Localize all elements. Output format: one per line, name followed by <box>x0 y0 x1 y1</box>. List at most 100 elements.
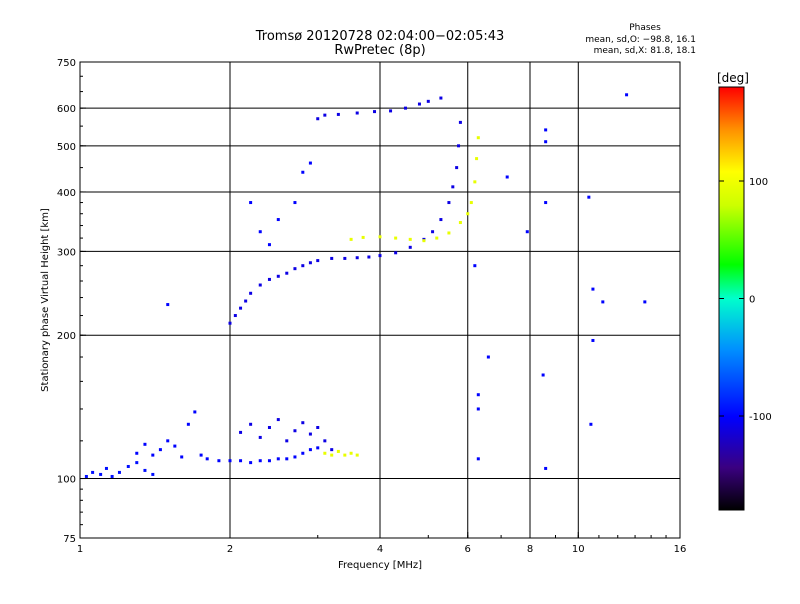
data-point <box>505 175 509 179</box>
data-point <box>308 261 312 265</box>
data-point <box>378 254 382 258</box>
data-point <box>301 451 305 455</box>
data-point <box>355 453 359 457</box>
x-tick-label: 10 <box>572 544 585 555</box>
data-point <box>544 466 548 470</box>
data-point <box>316 117 320 121</box>
data-point <box>267 243 271 247</box>
data-point <box>258 435 262 439</box>
data-point <box>249 422 253 426</box>
data-point <box>457 144 461 148</box>
data-point <box>293 429 297 433</box>
data-point <box>158 448 162 452</box>
data-point <box>135 461 139 465</box>
phases-line-o: mean, sd,O: −98.8, 16.1 <box>585 35 696 45</box>
data-point <box>439 218 443 222</box>
y-tick-label: 400 <box>57 188 76 199</box>
data-point <box>451 185 455 189</box>
data-point <box>330 453 334 457</box>
data-point <box>323 113 327 117</box>
data-point <box>323 439 327 443</box>
data-point <box>373 110 377 114</box>
y-tick-label: 200 <box>57 331 76 342</box>
data-point <box>104 466 108 470</box>
phases-title: Phases <box>629 23 661 33</box>
axis-ticks: 1 2 4 6 8 10 16 75 100 200 300 400 500 600 750 <box>57 58 686 555</box>
data-point <box>367 255 371 259</box>
data-point <box>285 271 289 275</box>
data-point <box>591 338 595 342</box>
data-point <box>330 448 334 452</box>
y-tick-label: 300 <box>57 247 76 258</box>
data-point <box>330 256 334 260</box>
colorbar-tick-label: 100 <box>749 177 768 188</box>
data-point <box>486 355 490 359</box>
data-point <box>625 93 629 97</box>
data-point <box>476 136 480 140</box>
data-point <box>422 239 426 243</box>
data-point <box>308 432 312 436</box>
data-point <box>447 231 451 235</box>
data-point <box>285 457 289 461</box>
data-point <box>166 439 170 443</box>
data-point <box>544 140 548 144</box>
data-point <box>239 459 243 463</box>
data-point <box>349 237 353 241</box>
data-point <box>276 274 280 278</box>
data-point <box>643 300 647 304</box>
data-point <box>439 96 443 100</box>
y-tick-label: 75 <box>63 534 76 545</box>
y-tick-label: 600 <box>57 104 76 115</box>
data-point <box>151 472 155 476</box>
data-point <box>473 180 477 184</box>
x-tick-label: 8 <box>527 544 533 555</box>
data-point <box>166 303 170 307</box>
data-point <box>403 106 407 110</box>
data-point <box>267 459 271 463</box>
data-point <box>435 236 439 240</box>
x-tick-label: 1 <box>77 544 83 555</box>
x-tick-label: 16 <box>674 544 687 555</box>
chart-title: Tromsø 20120728 02:04:00−02:05:43 <box>255 29 505 44</box>
data-point <box>389 109 393 113</box>
data-point <box>143 468 147 472</box>
data-point <box>258 230 262 234</box>
data-point <box>455 166 459 170</box>
data-point <box>267 425 271 429</box>
data-point <box>293 267 297 271</box>
data-point <box>99 472 103 476</box>
data-point <box>249 461 253 465</box>
data-point <box>476 457 480 461</box>
data-point <box>267 277 271 281</box>
data-point <box>233 314 237 318</box>
colorbar-tick-label: -100 <box>749 412 772 423</box>
data-point <box>308 161 312 165</box>
data-point <box>239 430 243 434</box>
data-point <box>186 422 190 426</box>
data-point <box>258 283 262 287</box>
data-point <box>361 235 365 239</box>
data-point <box>589 422 593 426</box>
data-point <box>143 442 147 446</box>
data-point <box>193 410 197 414</box>
data-point <box>301 170 305 174</box>
data-point <box>469 201 473 205</box>
data-point <box>258 459 262 463</box>
y-axis-label: Stationary phase Virtual Height [km] <box>40 208 51 392</box>
data-point <box>180 455 184 459</box>
data-point <box>199 453 203 457</box>
x-tick-label: 2 <box>227 544 233 555</box>
y-tick-label: 750 <box>57 58 76 69</box>
data-point <box>408 245 412 249</box>
data-point <box>228 321 232 325</box>
data-point <box>475 157 479 161</box>
data-point <box>355 111 359 115</box>
y-tick-label: 100 <box>57 475 76 486</box>
data-point <box>301 264 305 268</box>
data-point <box>525 230 529 234</box>
data-point <box>228 459 232 463</box>
data-points <box>84 93 647 478</box>
data-point <box>285 439 289 443</box>
data-point <box>544 128 548 132</box>
